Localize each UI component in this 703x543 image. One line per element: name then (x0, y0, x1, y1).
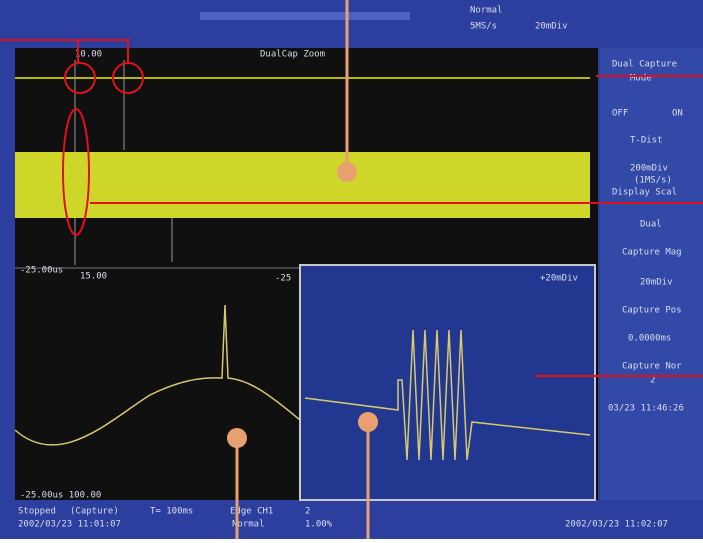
annotation-line (0, 39, 129, 63)
annotation-ellipse (62, 108, 90, 236)
mode: Normal (470, 6, 503, 16)
menu-item[interactable]: ON (672, 109, 683, 119)
status: Stopped (18, 507, 56, 517)
label: -25.00us (20, 266, 63, 276)
menu-item[interactable]: OFF (612, 109, 628, 119)
menu-item[interactable]: Capture Pos (622, 306, 682, 316)
pointer-dot (358, 412, 378, 432)
menu-item[interactable]: 03/23 11:46:26 (608, 404, 684, 414)
label: -25.00us 100.00 (20, 491, 101, 501)
status: Edge CH1 (230, 507, 273, 517)
status: Normal (232, 520, 265, 530)
menu-item[interactable]: Dual Capture (612, 60, 677, 70)
pointers (227, 0, 378, 539)
status: 1.00% (305, 520, 333, 530)
menu-item[interactable]: 0.0000ms (628, 334, 671, 344)
status: (Capture) (70, 507, 119, 517)
menu-item[interactable]: T-Dist (630, 136, 663, 146)
trace-band (15, 152, 590, 218)
waveform (14, 304, 301, 446)
menu-item[interactable]: (1MS/s) (634, 176, 672, 186)
menu-panel (600, 48, 703, 500)
menu-item[interactable]: Display Scal (612, 188, 677, 198)
rate: 5MS/s (470, 22, 497, 32)
menu-item[interactable]: Capture Nor (622, 362, 682, 372)
menu-item[interactable]: 20mDiv (640, 278, 673, 288)
annotation-circle (112, 62, 144, 94)
menu-item[interactable]: Mode (630, 74, 652, 84)
menu-item[interactable]: Capture Mag (622, 248, 682, 258)
zoom-waveform (304, 329, 591, 461)
zoom-window (299, 264, 596, 501)
label: 15.00 (80, 272, 107, 282)
status: 2002/03/23 11:02:07 (565, 520, 668, 530)
menu-item[interactable]: 2 (650, 376, 655, 386)
annotation-circle (64, 62, 96, 94)
status: T= 100ms (150, 507, 193, 517)
scroll-bar (200, 12, 410, 20)
label: DualCap Zoom (260, 50, 325, 60)
label: +20mDiv (540, 274, 578, 284)
pointer-dot (337, 162, 357, 182)
scale: 20mDiv (535, 22, 568, 32)
label: 10.00 (75, 50, 102, 60)
status: 2 (305, 507, 310, 517)
status-bar: Stopped (Capture) T= 100ms Edge CH1 2 20… (18, 507, 668, 530)
pointer-dot (227, 428, 247, 448)
label: -25 (275, 274, 291, 284)
menu-item[interactable]: 200mDiv (630, 164, 668, 174)
menu: Dual Capture Mode OFF ON T-Dist 200mDiv (1MS/s… (608, 60, 684, 414)
menu-item[interactable]: Dual (640, 220, 662, 230)
status: 2002/03/23 11:01:07 (18, 520, 121, 530)
annotations (0, 39, 703, 377)
